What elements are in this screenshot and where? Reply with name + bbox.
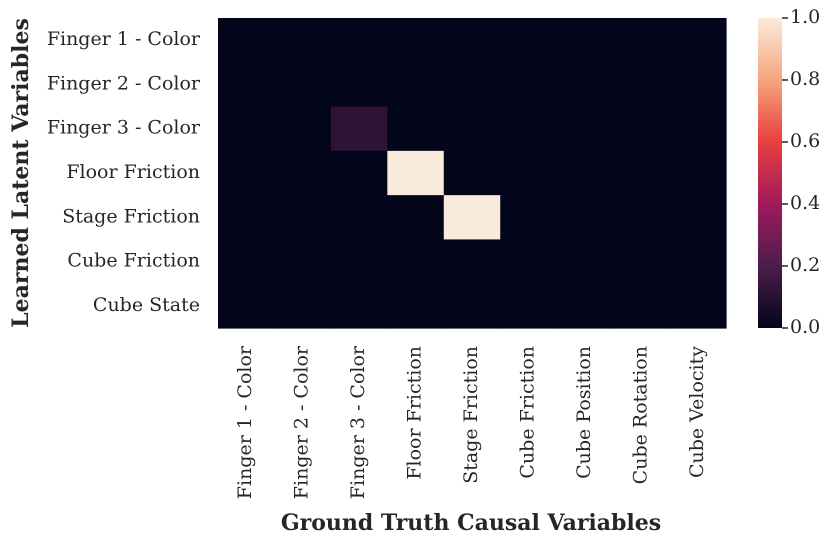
heatmap-cell-finger-2-color-finger-1-color bbox=[218, 62, 276, 108]
heatmap-cell-cube-friction-cube-position bbox=[556, 239, 614, 285]
heatmap-cell-finger-2-color-cube-rotation bbox=[613, 62, 671, 108]
colorbar-tick-label: 0.6 bbox=[790, 130, 820, 152]
heatmap-cell-cube-friction-stage-friction bbox=[443, 239, 501, 285]
heatmap-cell-finger-1-color-cube-rotation bbox=[613, 18, 671, 63]
colorbar-tick-label: 0.2 bbox=[790, 254, 820, 276]
y-tick-label-finger-3-color: Finger 3 - Color bbox=[47, 117, 201, 139]
heatmap-cell-floor-friction-finger-3-color bbox=[330, 150, 388, 196]
x-tick-label-cube-friction: Cube Friction bbox=[516, 346, 538, 479]
heatmap-cell-cube-state-finger-2-color bbox=[274, 283, 332, 329]
colorbar-tick-label: 1.0 bbox=[790, 6, 820, 28]
heatmap-cell-finger-1-color-stage-friction bbox=[443, 18, 501, 63]
heatmap-cell-finger-3-color-floor-friction bbox=[387, 106, 445, 152]
y-tick-label-stage-friction: Stage Friction bbox=[62, 205, 200, 227]
x-tick-label-finger-1-color: Finger 1 - Color bbox=[234, 345, 256, 499]
heatmap-cell-finger-1-color-floor-friction bbox=[387, 18, 445, 63]
heatmap-cell-finger-1-color-finger-2-color bbox=[274, 18, 332, 63]
heatmap-cell-floor-friction-floor-friction bbox=[387, 150, 445, 196]
heatmap-cell-cube-state-finger-3-color bbox=[330, 283, 388, 329]
heatmap-cell-cube-state-cube-position bbox=[556, 283, 614, 329]
heatmap-cell-stage-friction-floor-friction bbox=[387, 195, 445, 241]
heatmap-cell-finger-3-color-finger-3-color bbox=[330, 106, 388, 152]
y-tick-label-floor-friction: Floor Friction bbox=[66, 161, 200, 183]
heatmap-cell-stage-friction-cube-velocity bbox=[669, 195, 727, 241]
heatmap-cell-floor-friction-finger-2-color bbox=[274, 150, 332, 196]
heatmap-cell-floor-friction-cube-rotation bbox=[613, 150, 671, 196]
heatmap-cell-stage-friction-finger-3-color bbox=[330, 195, 388, 241]
heatmap-cell-cube-friction-cube-velocity bbox=[669, 239, 727, 285]
heatmap-cell-finger-3-color-cube-friction bbox=[500, 106, 558, 152]
colorbar-tick-label: 0.4 bbox=[790, 192, 820, 214]
heatmap-cell-floor-friction-cube-velocity bbox=[669, 150, 727, 196]
heatmap-cell-stage-friction-finger-1-color bbox=[218, 195, 276, 241]
x-tick-label-cube-position: Cube Position bbox=[573, 346, 595, 479]
heatmap-cell-finger-1-color-cube-friction bbox=[500, 18, 558, 63]
colorbar-gradient bbox=[758, 18, 782, 328]
heatmap-cell-finger-1-color-finger-3-color bbox=[330, 18, 388, 63]
heatmap-cell-finger-2-color-finger-3-color bbox=[330, 62, 388, 108]
y-tick-label-finger-2-color: Finger 2 - Color bbox=[47, 72, 201, 94]
x-tick-labels: Finger 1 - Color Finger 2 - Color Finger 3… bbox=[234, 345, 708, 499]
heatmap-cell-finger-1-color-cube-position bbox=[556, 18, 614, 63]
heatmap-cell-cube-state-finger-1-color bbox=[218, 283, 276, 329]
heatmap-cell-finger-3-color-finger-2-color bbox=[274, 106, 332, 152]
heatmap-cell-finger-3-color-stage-friction bbox=[443, 106, 501, 152]
heatmap-cell-stage-friction-cube-friction bbox=[500, 195, 558, 241]
heatmap-cell-cube-state-stage-friction bbox=[443, 283, 501, 329]
y-tick-label-finger-1-color: Finger 1 - Color bbox=[47, 28, 201, 50]
y-tick-label-cube-state: Cube State bbox=[93, 294, 200, 316]
x-tick-label-finger-2-color: Finger 2 - Color bbox=[291, 345, 313, 499]
heatmap-cell-finger-2-color-finger-2-color bbox=[274, 62, 332, 108]
heatmap-cell-cube-friction-finger-1-color bbox=[218, 239, 276, 285]
heatmap-cell-finger-3-color-cube-velocity bbox=[669, 106, 727, 152]
colorbar-tick-label: 0.0 bbox=[790, 316, 820, 338]
heatmap-cell-finger-3-color-cube-rotation bbox=[613, 106, 671, 152]
heatmap-cell-finger-2-color-cube-velocity bbox=[669, 62, 727, 108]
x-tick-label-floor-friction: Floor Friction bbox=[404, 346, 426, 480]
heatmap-cell-cube-friction-floor-friction bbox=[387, 239, 445, 285]
heatmap-cell-cube-friction-cube-friction bbox=[500, 239, 558, 285]
heatmap-cell-floor-friction-stage-friction bbox=[443, 150, 501, 196]
heatmap-cell-cube-friction-finger-3-color bbox=[330, 239, 388, 285]
y-tick-label-cube-friction: Cube Friction bbox=[67, 250, 200, 272]
colorbar-tick-label: 0.8 bbox=[790, 68, 820, 90]
heatmap-cell-finger-2-color-cube-friction bbox=[500, 62, 558, 108]
heatmap-cell-finger-1-color-finger-1-color bbox=[218, 18, 276, 63]
heatmap-cell-stage-friction-cube-position bbox=[556, 195, 614, 241]
heatmap-cell-cube-friction-finger-2-color bbox=[274, 239, 332, 285]
colorbar: 0.0 0.2 0.4 0.6 0.8 1.0 bbox=[758, 6, 820, 338]
heatmap-cell-cube-state-cube-rotation bbox=[613, 283, 671, 329]
heatmap-cell-cube-friction-cube-rotation bbox=[613, 239, 671, 285]
heatmap-cell-finger-2-color-stage-friction bbox=[443, 62, 501, 108]
heatmap-cell-cube-state-floor-friction bbox=[387, 283, 445, 329]
heatmap-cell-cube-state-cube-velocity bbox=[669, 283, 727, 329]
heatmap-cell-finger-2-color-cube-position bbox=[556, 62, 614, 108]
heatmap-cell-stage-friction-stage-friction bbox=[443, 195, 501, 241]
y-axis-title: Learned Latent Variables bbox=[8, 18, 34, 328]
heatmap-cell-finger-1-color-cube-velocity bbox=[669, 18, 727, 63]
x-tick-label-stage-friction: Stage Friction bbox=[460, 346, 482, 484]
heatmap-cell-finger-2-color-floor-friction bbox=[387, 62, 445, 108]
heatmap-cell-stage-friction-cube-rotation bbox=[613, 195, 671, 241]
heatmap-cell-floor-friction-cube-position bbox=[556, 150, 614, 196]
y-tick-labels: Finger 1 - Color Finger 2 - Color Finger 3… bbox=[47, 28, 201, 316]
x-tick-label-cube-rotation: Cube Rotation bbox=[629, 346, 651, 484]
heatmap-cell-finger-3-color-finger-1-color bbox=[218, 106, 276, 152]
x-tick-label-finger-3-color: Finger 3 - Color bbox=[347, 345, 369, 499]
heatmap-cell-floor-friction-finger-1-color bbox=[218, 150, 276, 196]
heatmap-cell-stage-friction-finger-2-color bbox=[274, 195, 332, 241]
heatmap-cell-cube-state-cube-friction bbox=[500, 283, 558, 329]
heatmap-cell-floor-friction-cube-friction bbox=[500, 150, 558, 196]
heatmap-cell-finger-3-color-cube-position bbox=[556, 106, 614, 152]
x-tick-label-cube-velocity: Cube Velocity bbox=[686, 346, 708, 478]
heatmap-cells bbox=[218, 18, 727, 329]
x-axis-title: Ground Truth Causal Variables bbox=[281, 510, 661, 536]
